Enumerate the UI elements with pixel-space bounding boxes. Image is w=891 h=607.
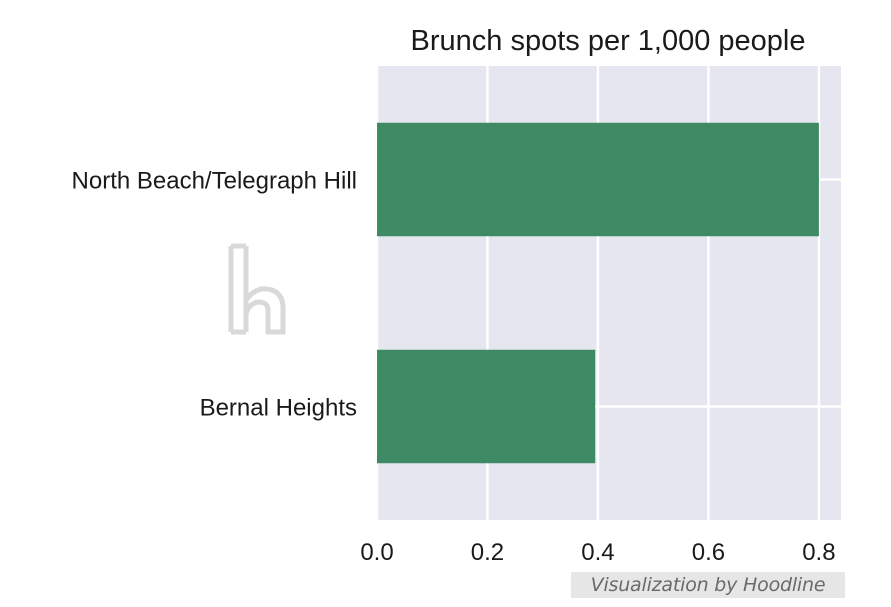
bar: [377, 122, 819, 237]
y-tick-label: Bernal Heights: [200, 395, 357, 422]
x-tick-label: 0.2: [471, 539, 504, 566]
x-tick-label: 0.6: [692, 539, 725, 566]
y-tick-label: North Beach/Telegraph Hill: [72, 168, 357, 195]
x-tick-label: 0.0: [360, 539, 393, 566]
x-tick-label: 0.4: [581, 539, 614, 566]
credit-badge: Visualization by Hoodline: [571, 572, 845, 598]
y-tick-labels: North Beach/Telegraph Hill Bernal Heights: [72, 168, 357, 422]
hoodline-h-logo-icon: [228, 243, 286, 335]
x-tick-label: 0.8: [802, 539, 835, 566]
bars: [377, 122, 819, 464]
chart-title: Brunch spots per 1,000 people: [411, 25, 806, 57]
bar: [377, 349, 596, 464]
credit-text: Visualization by Hoodline: [590, 574, 826, 596]
x-tick-labels: 0.0 0.2 0.4 0.6 0.8: [360, 539, 835, 566]
